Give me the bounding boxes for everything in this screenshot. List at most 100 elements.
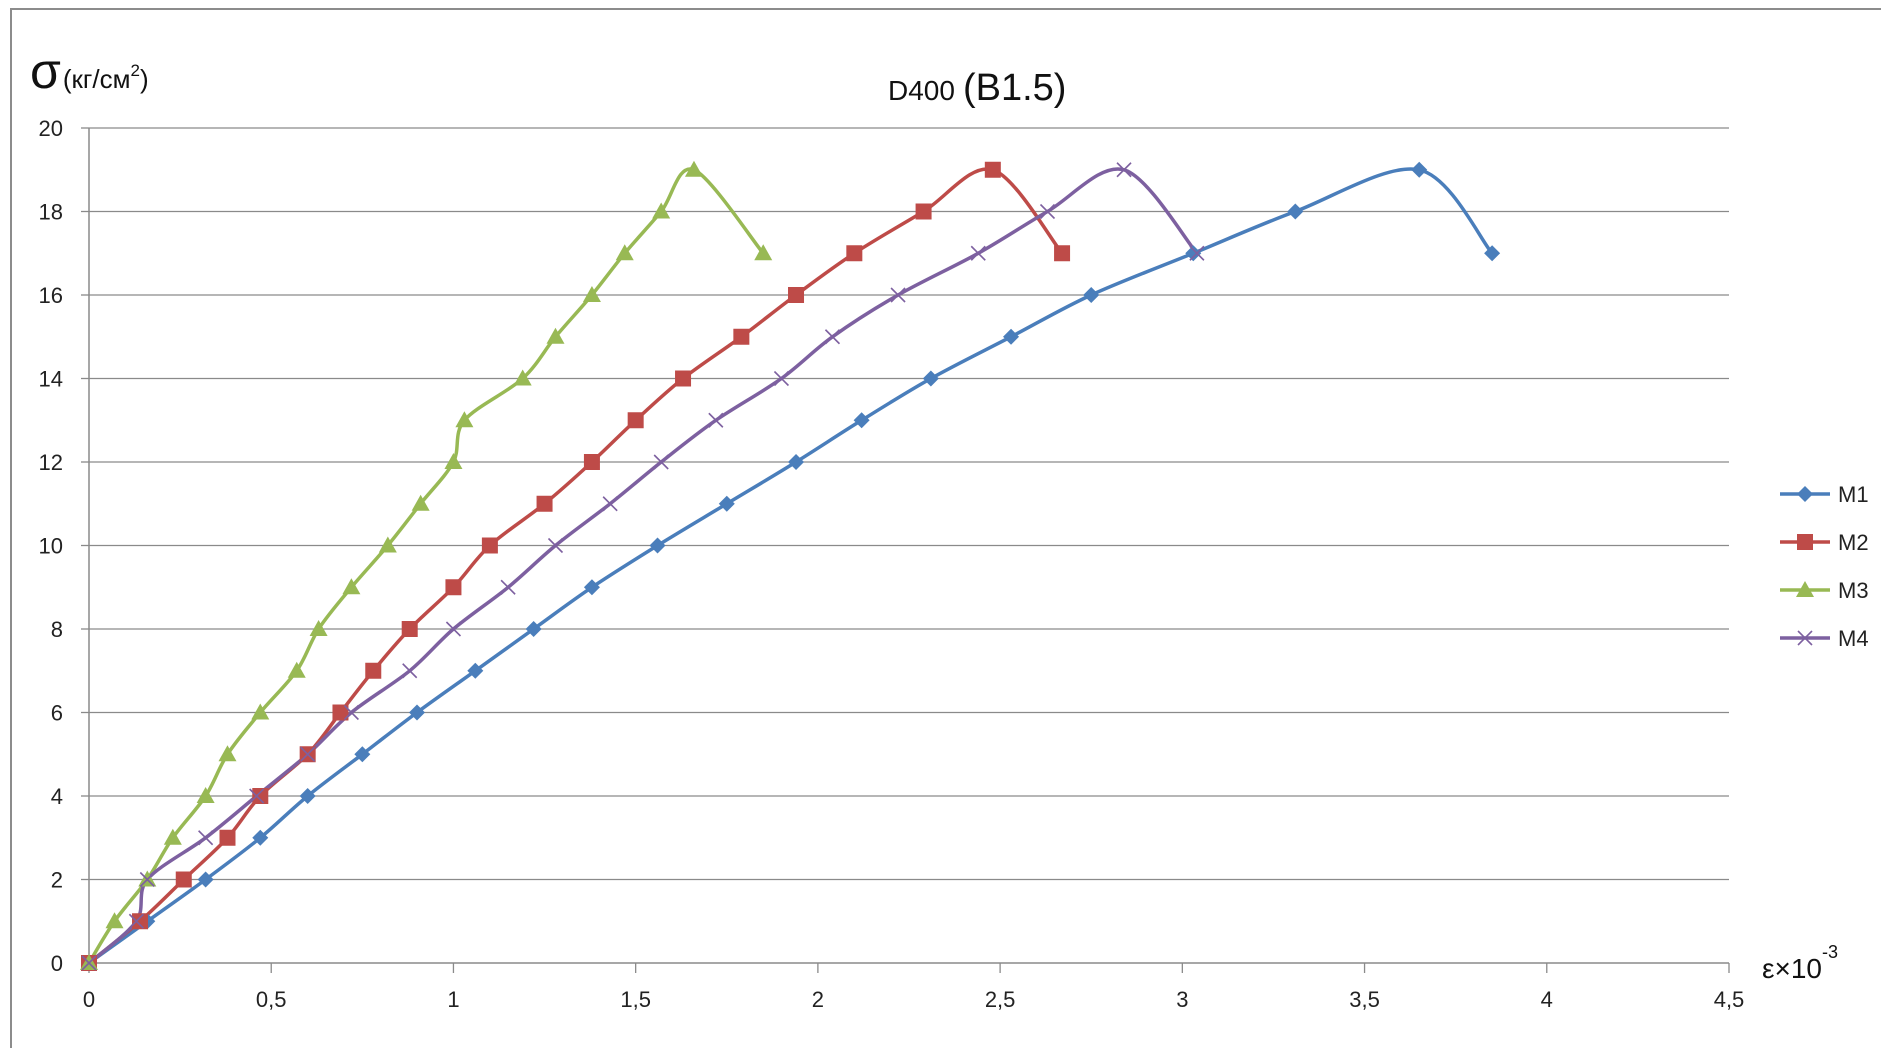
marker-stroke xyxy=(773,370,790,387)
legend-label-m4: M4 xyxy=(1838,626,1869,651)
chart-title-main: D400 xyxy=(888,75,955,106)
y-axis-symbol: σ xyxy=(30,43,61,99)
point-m3 xyxy=(411,494,430,511)
gridlines xyxy=(89,127,1729,881)
y-tick-label: 12 xyxy=(39,450,63,475)
point-m1 xyxy=(299,788,316,804)
marker-stroke xyxy=(300,746,316,762)
marker-stroke xyxy=(824,329,841,345)
marker-stroke xyxy=(1797,630,1813,646)
y-axis-label: σ(кг/см2) xyxy=(30,43,149,99)
point-m4 xyxy=(198,830,214,846)
point-m2 xyxy=(675,370,692,387)
y-tick-label: 6 xyxy=(51,701,63,726)
y-tick-label: 20 xyxy=(39,116,63,141)
point-m3 xyxy=(218,745,237,762)
point-m4 xyxy=(824,329,841,345)
point-m4 xyxy=(1189,245,1205,261)
point-m2 xyxy=(984,161,1001,178)
point-m1 xyxy=(197,871,214,888)
point-m4 xyxy=(547,537,564,554)
x-tick-label: 2 xyxy=(812,987,824,1012)
point-m4 xyxy=(343,704,359,721)
point-m2 xyxy=(481,537,498,554)
y-tick-label: 8 xyxy=(51,617,63,642)
x-tick-label: 0 xyxy=(83,987,95,1012)
point-m1 xyxy=(525,621,542,637)
point-m1 xyxy=(354,746,371,763)
point-m4 xyxy=(708,412,724,428)
point-m3 xyxy=(513,369,532,386)
y-tick-label: 16 xyxy=(39,283,63,308)
y-tick-label: 4 xyxy=(51,784,63,809)
point-m3 xyxy=(582,286,601,302)
y-tick-label: 14 xyxy=(39,367,63,392)
point-m4 xyxy=(139,871,155,888)
marker-stroke xyxy=(890,287,906,303)
point-m2 xyxy=(627,412,644,429)
legend-marker-m4 xyxy=(1797,630,1813,646)
marker-stroke xyxy=(139,871,155,888)
legend-label-m1: M1 xyxy=(1838,482,1869,507)
point-m2 xyxy=(252,788,269,804)
point-m4 xyxy=(402,663,418,679)
point-m4 xyxy=(249,788,265,804)
series-line-m3 xyxy=(87,167,765,964)
marker-stroke xyxy=(128,913,144,929)
point-m4 xyxy=(500,579,516,595)
point-m1 xyxy=(409,704,425,721)
point-m3 xyxy=(684,160,703,177)
point-m2 xyxy=(132,913,149,930)
marker-stroke xyxy=(653,454,669,470)
point-m1 xyxy=(583,579,600,596)
marker-stroke xyxy=(198,830,214,846)
x-tick-label: 4 xyxy=(1541,987,1553,1012)
chart-frame xyxy=(10,8,1881,1048)
y-tick-label: 0 xyxy=(51,951,63,976)
x-axis-exp: -3 xyxy=(1822,942,1838,962)
chart-title: D400 (B1.5) xyxy=(888,67,1066,109)
point-m1 xyxy=(467,662,484,679)
point-m1 xyxy=(853,412,870,429)
marker-layer xyxy=(80,160,1501,971)
y-axis-unit-close: ) xyxy=(140,64,149,94)
marker-stroke xyxy=(547,537,564,554)
chart-title-paren: (B1.5) xyxy=(963,67,1066,109)
legend-label-m3: M3 xyxy=(1838,578,1869,603)
x-tick-label: 1,5 xyxy=(620,987,651,1012)
point-m2 xyxy=(401,621,418,637)
point-m2 xyxy=(332,704,349,721)
x-tick-label: 0,5 xyxy=(256,987,287,1012)
x-tick-label: 3,5 xyxy=(1349,987,1380,1012)
point-m4 xyxy=(653,454,669,470)
point-m2 xyxy=(1054,245,1071,262)
point-m1 xyxy=(922,370,939,387)
point-m1 xyxy=(718,495,735,512)
tick-labels: 0 2 4 6 8 10 12 14 16 18 20 0 0,5 1 1,5 2 2,5 3 3,5 4 4,5 xyxy=(39,116,1745,1012)
point-m3 xyxy=(342,578,361,595)
marker-stroke xyxy=(343,704,359,721)
y-tick-label: 18 xyxy=(39,200,63,225)
point-m1 xyxy=(1185,245,1202,262)
y-axis-unit: (кг/см xyxy=(63,64,131,94)
point-m4 xyxy=(890,287,906,303)
point-m3 xyxy=(652,202,671,219)
legend-marker-m3 xyxy=(1796,581,1814,597)
point-m2 xyxy=(788,287,805,303)
point-m4 xyxy=(970,245,986,261)
point-m1 xyxy=(252,829,269,846)
point-m3 xyxy=(754,244,773,261)
point-m4 xyxy=(81,955,97,971)
point-m4 xyxy=(300,746,316,762)
marker-stroke xyxy=(708,412,724,428)
point-m4 xyxy=(128,913,144,929)
y-tick-label: 10 xyxy=(39,534,63,559)
y-tick-label: 2 xyxy=(51,868,63,893)
point-m3 xyxy=(546,327,565,344)
axes xyxy=(81,127,1730,973)
point-m2 xyxy=(445,579,462,596)
x-tick-label: 3 xyxy=(1176,987,1188,1012)
point-m2 xyxy=(175,871,192,888)
marker-stroke xyxy=(500,579,516,595)
